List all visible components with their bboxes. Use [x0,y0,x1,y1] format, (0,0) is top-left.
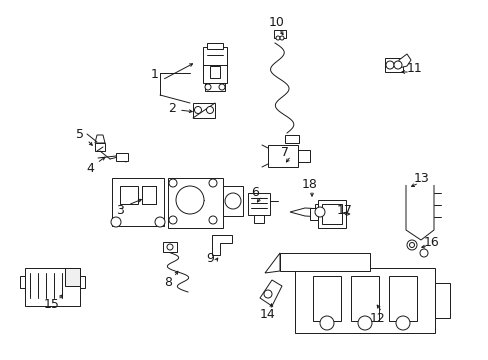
Bar [253,215,264,223]
Bar [168,178,223,228]
Circle shape [224,193,241,209]
Text: 11: 11 [407,62,422,75]
Circle shape [169,216,177,224]
Circle shape [275,36,280,40]
Bar [285,135,298,143]
Circle shape [393,61,401,69]
Circle shape [208,179,217,187]
Text: 17: 17 [336,203,352,216]
Text: 1: 1 [151,68,159,81]
Polygon shape [264,253,280,273]
Text: 8: 8 [163,275,172,288]
Text: 13: 13 [413,171,429,184]
Circle shape [385,61,393,69]
Bar [434,283,449,318]
Text: 10: 10 [268,15,285,28]
Text: 7: 7 [281,145,288,158]
Polygon shape [95,135,105,143]
Polygon shape [260,280,282,306]
Circle shape [176,186,203,214]
Bar [65,268,80,286]
Bar [267,145,297,167]
Text: 2: 2 [168,102,176,114]
Circle shape [111,217,121,227]
Circle shape [357,316,371,330]
Bar [95,143,105,151]
Bar [25,268,80,306]
Bar [209,66,220,78]
Bar [80,276,85,288]
Text: 14: 14 [260,309,275,321]
Polygon shape [289,208,349,218]
Circle shape [395,316,409,330]
Bar [116,153,128,161]
Circle shape [204,84,210,90]
Circle shape [408,243,414,248]
Bar [223,186,243,216]
Bar [247,193,269,215]
Circle shape [206,107,213,113]
Bar [312,276,340,321]
Bar [321,204,341,224]
Bar [163,242,177,252]
Circle shape [169,179,177,187]
Circle shape [167,244,173,250]
Bar [193,103,215,118]
Bar [294,268,434,333]
Bar [350,276,378,321]
Polygon shape [212,235,231,255]
Bar [112,178,163,226]
Bar [273,30,285,38]
Text: 16: 16 [423,235,439,248]
Bar [203,47,226,83]
Bar [206,43,223,49]
Circle shape [419,249,427,257]
Text: 6: 6 [250,185,259,198]
Text: 9: 9 [205,252,214,265]
Bar [314,204,325,208]
Bar [204,83,224,91]
Circle shape [314,207,325,217]
Circle shape [219,84,224,90]
Text: 15: 15 [44,298,60,311]
Bar [388,276,416,321]
Bar [384,58,402,72]
Bar [120,186,138,204]
Circle shape [319,316,333,330]
Text: 5: 5 [76,129,84,141]
Circle shape [280,36,284,40]
Bar [317,200,346,228]
Text: 12: 12 [369,311,385,324]
Bar [309,208,317,220]
Polygon shape [398,54,410,68]
Circle shape [194,107,201,113]
Bar [20,276,25,288]
Text: 4: 4 [86,162,94,175]
Circle shape [264,290,271,298]
Circle shape [155,217,164,227]
Circle shape [208,216,217,224]
Text: 18: 18 [302,179,317,192]
Text: 3: 3 [116,203,123,216]
Circle shape [406,240,416,250]
Bar [297,150,309,162]
Bar [280,253,369,271]
